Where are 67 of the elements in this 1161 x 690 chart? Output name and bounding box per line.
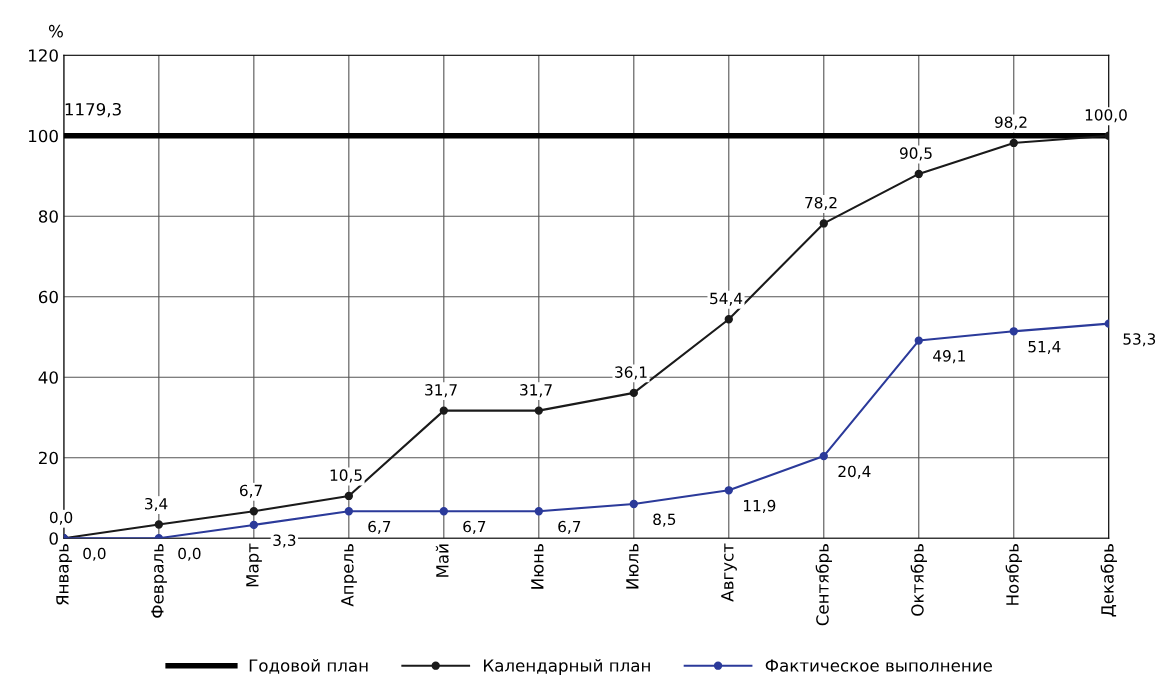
legend-label: Фактическое выполнение [765,659,992,672]
point [249,507,259,516]
data-label: 98,2 [994,116,1027,130]
data-label: 6,7 [463,520,486,534]
point [914,169,923,179]
point [914,336,923,345]
data-label: 10,5 [330,469,362,483]
x-tick-label: Июнь [531,544,544,589]
legend-label: Годовой план [249,658,368,674]
y-tick-label: 40 [38,371,58,384]
legend-label: Календарный план [484,658,650,675]
x-tick-label: Май [435,544,449,577]
data-label: 0,0 [49,511,73,525]
data-label: 53,3 [1123,333,1156,347]
data-label: 6,7 [239,484,262,498]
data-label: 100,0 [1085,109,1127,123]
x-tick-label: Ноябрь [1005,544,1022,605]
x-tick-label: Март [246,543,262,587]
data-label: 3,3 [273,534,296,548]
data-label: 20,4 [838,465,871,479]
data-label: 6,7 [368,520,391,534]
y-axis-title: % [48,24,63,38]
x-tick-label: Апрель [341,544,357,607]
point [439,406,448,415]
y-tick-label: 80 [38,210,58,223]
x-tick-label: Декабрь [1100,544,1117,617]
point [819,451,828,461]
point [534,406,543,415]
x-tick-label: Июль [626,544,639,589]
data-label: 90,5 [899,147,932,161]
data-label: 36,1 [615,366,647,380]
point [629,499,638,509]
point [724,315,733,324]
point [724,486,733,495]
x-tick-label: Февраль [151,544,167,618]
x-tick-label: Январь [56,544,72,605]
data-label: 0,0 [178,547,201,561]
data-label: 6,7 [558,520,581,534]
point [344,491,353,501]
data-label: 31,7 [425,384,457,398]
y-tick-label: 100 [29,129,58,143]
y-tick-label: 0 [49,532,58,545]
data-label: 31,7 [520,384,552,398]
point [629,388,638,398]
data-label: 51,4 [1028,341,1061,354]
data-label: 3,4 [145,497,168,512]
point [1009,138,1018,148]
point [154,520,164,529]
point [819,219,828,228]
data-label: 49,1 [933,350,965,364]
data-label: 0,0 [83,547,106,561]
y-tick-label: 20 [39,451,58,465]
x-tick-label: Сентябрь [815,544,832,626]
annotation: 1179,3 [65,102,121,118]
y-tick-label: 60 [38,290,58,304]
data-label: 78,2 [805,196,837,210]
point [249,520,259,530]
data-label: 54,4 [710,292,743,306]
y-tick-label: 120 [29,49,58,62]
point [439,507,448,516]
data-label: 11,9 [744,499,776,513]
point [1009,327,1018,336]
x-tick-label: Август [721,543,737,602]
point [344,507,353,516]
x-tick-label: Октябрь [910,544,927,616]
data-label: 8,5 [653,513,676,527]
point [534,507,543,516]
